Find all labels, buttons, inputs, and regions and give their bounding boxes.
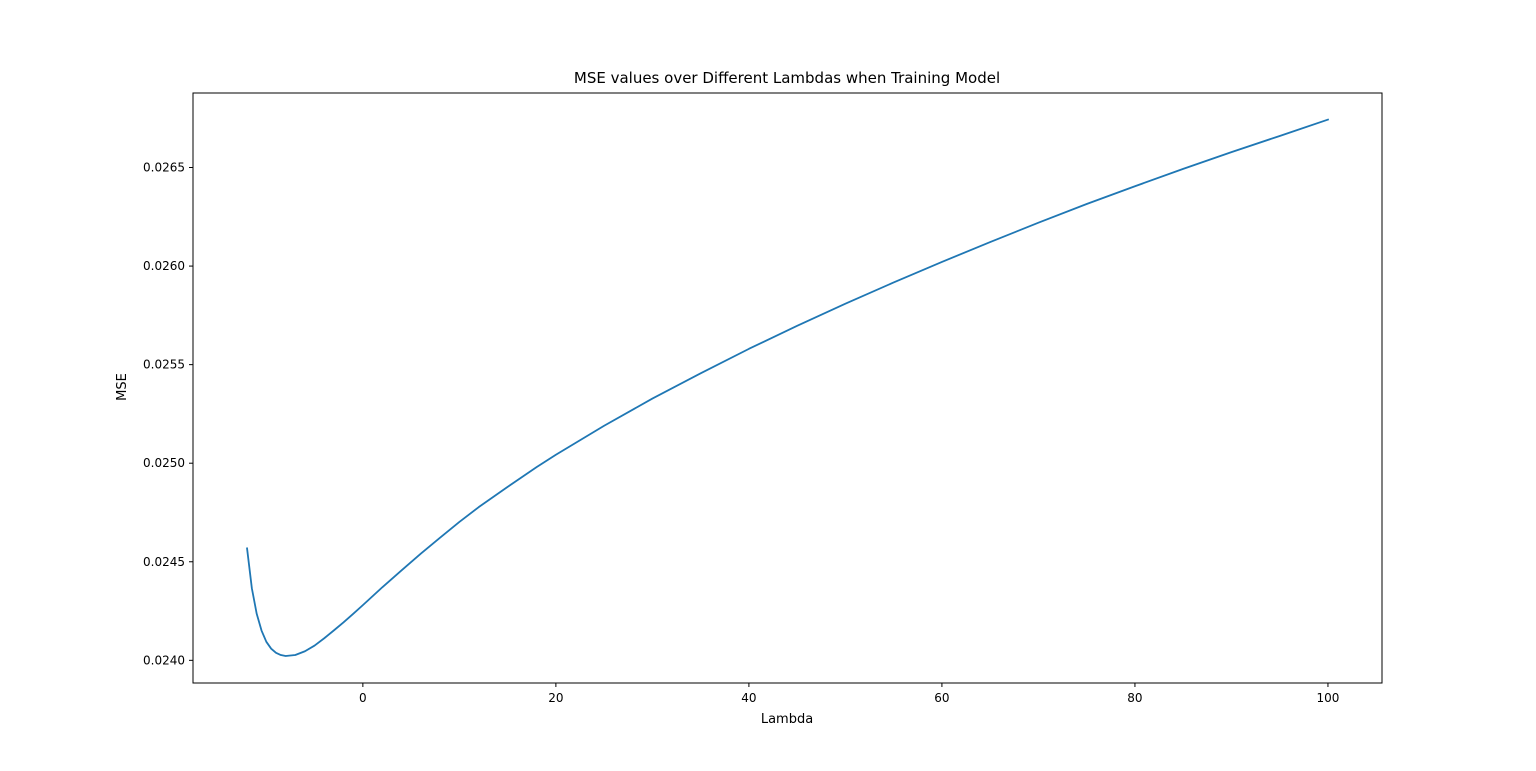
x-tick-label: 80	[1127, 691, 1142, 705]
x-axis-ticks: 0 20 40 60 80 100	[359, 683, 1339, 705]
x-tick-label: 100	[1317, 691, 1340, 705]
axes-frame	[192, 92, 1383, 684]
y-axis-label: MSE	[115, 373, 130, 401]
y-tick-label: 0.0265	[143, 161, 185, 175]
x-tick-label: 20	[548, 691, 563, 705]
plot-area	[192, 92, 1383, 684]
x-tick-label: 60	[934, 691, 949, 705]
y-axis-ticks: 0.0240 0.0245 0.0250 0.0255 0.0260 0.0265	[143, 161, 193, 667]
y-tick-label: 0.0255	[143, 358, 185, 372]
y-tick-label: 0.0260	[143, 259, 185, 273]
y-tick-label: 0.0250	[143, 456, 185, 470]
x-axis-label: Lambda	[761, 712, 813, 727]
chart-title: MSE values over Different Lambdas when T…	[574, 69, 1000, 87]
y-tick-label: 0.0240	[143, 653, 185, 667]
x-tick-label: 40	[741, 691, 756, 705]
x-tick-label: 0	[359, 691, 367, 705]
series-line-mse	[246, 118, 1330, 657]
y-tick-label: 0.0245	[143, 555, 185, 569]
